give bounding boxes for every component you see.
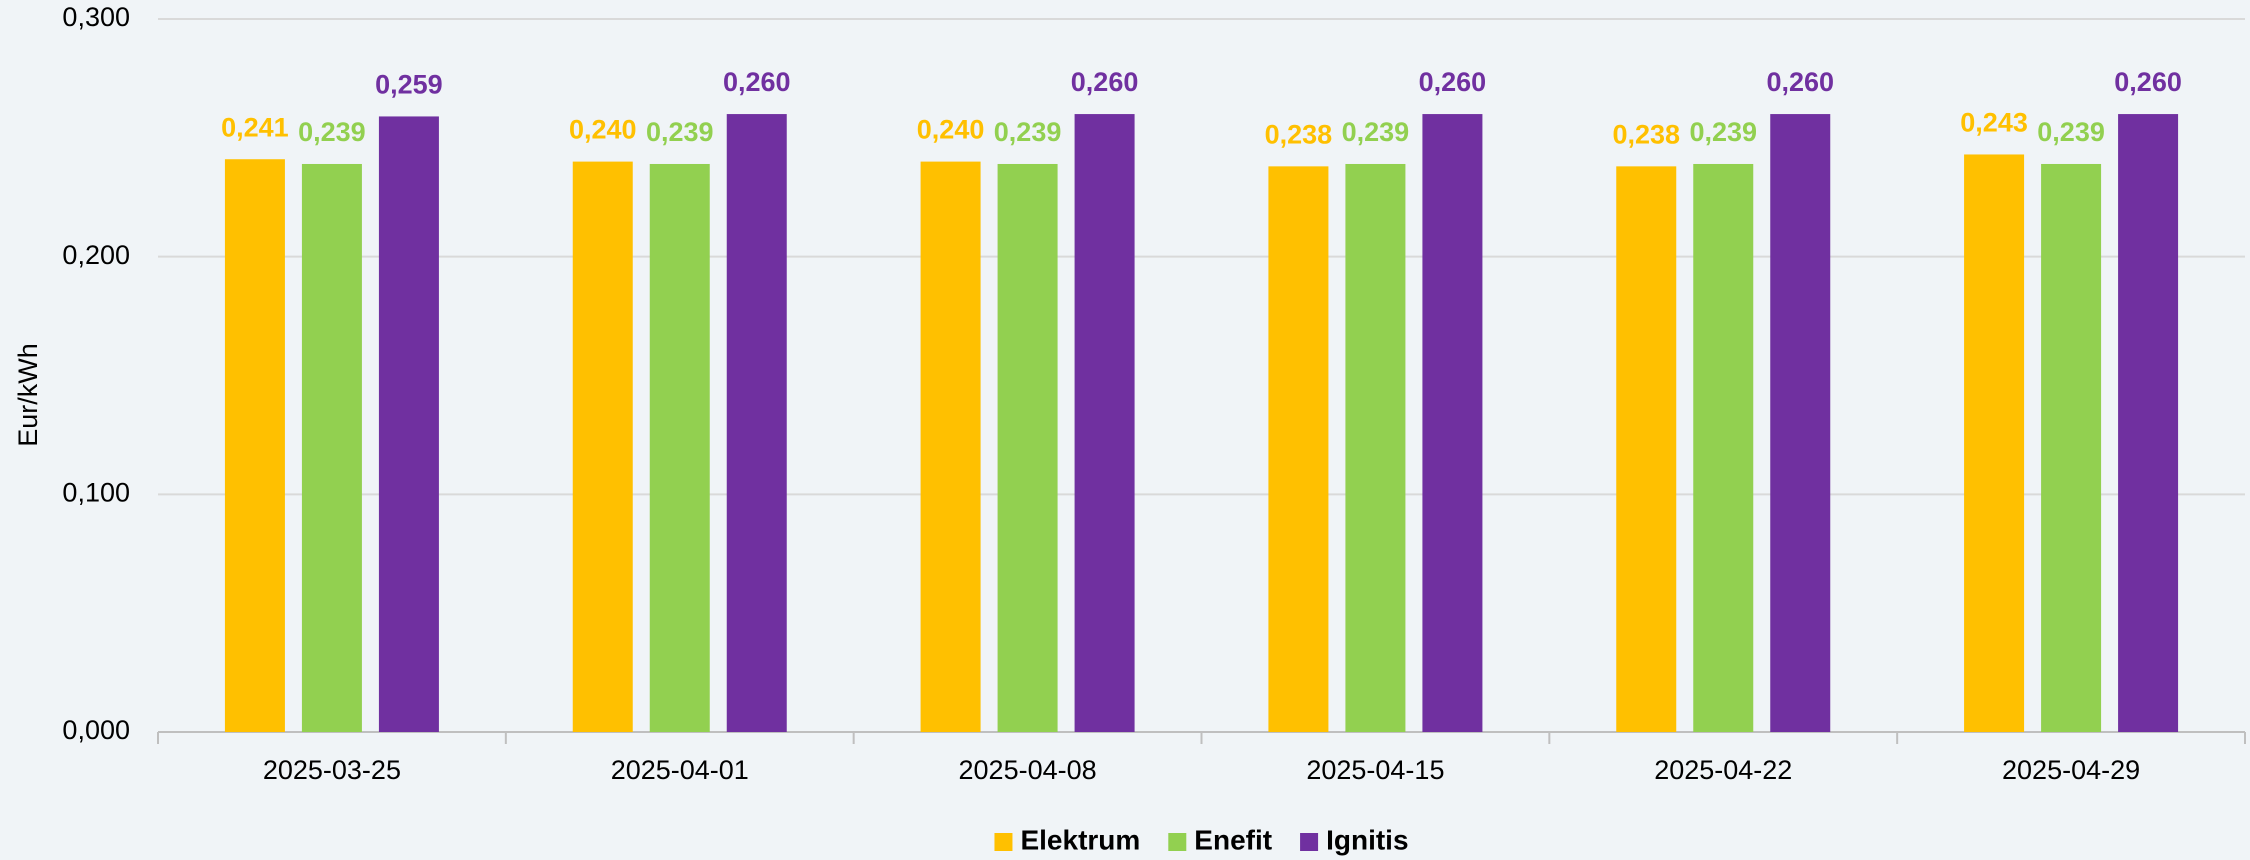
- x-tick-label: 2025-04-01: [611, 755, 749, 785]
- value-label: 0,239: [994, 117, 1062, 147]
- value-label: 0,260: [1766, 67, 1834, 97]
- x-tick-label: 2025-03-25: [263, 755, 401, 785]
- value-label: 0,241: [221, 112, 289, 142]
- legend-swatch: [1168, 833, 1187, 851]
- value-label: 0,260: [723, 67, 791, 97]
- value-label: 0,240: [569, 115, 637, 145]
- bar: [1268, 166, 1329, 732]
- bar: [920, 161, 981, 733]
- bar: [2041, 163, 2102, 732]
- legend-label: Enefit: [1194, 824, 1272, 855]
- value-label: 0,239: [298, 117, 366, 147]
- value-label: 0,238: [1265, 119, 1333, 149]
- value-label: 0,260: [2114, 67, 2182, 97]
- y-tick-label: 0,200: [62, 240, 130, 270]
- bar: [224, 159, 285, 732]
- value-label: 0,238: [1612, 119, 1680, 149]
- bar: [2118, 114, 2179, 733]
- x-tick-label: 2025-04-08: [959, 755, 1097, 785]
- value-label: 0,239: [1342, 117, 1410, 147]
- bar: [726, 114, 787, 733]
- bar: [1074, 114, 1135, 733]
- y-axis-label: Eur/kWh: [13, 343, 43, 447]
- x-tick-label: 2025-04-15: [1306, 755, 1444, 785]
- y-tick-label: 0,300: [62, 2, 130, 32]
- value-label: 0,260: [1071, 67, 1139, 97]
- value-label: 0,240: [917, 115, 985, 145]
- x-tick-label: 2025-04-22: [1654, 755, 1792, 785]
- bar: [1345, 163, 1406, 732]
- bar: [1770, 114, 1831, 733]
- value-label: 0,239: [1689, 117, 1757, 147]
- value-label: 0,243: [1960, 108, 2028, 138]
- bar: [301, 163, 362, 732]
- bar: [997, 163, 1058, 732]
- legend-label: Elektrum: [1020, 824, 1140, 855]
- bar: [1693, 163, 1754, 732]
- value-label: 0,259: [375, 70, 443, 100]
- bar: [378, 116, 439, 732]
- bar: [1422, 114, 1483, 733]
- bar: [1964, 154, 2025, 733]
- legend-swatch: [1300, 833, 1319, 851]
- legend-label: Ignitis: [1326, 824, 1408, 855]
- value-label: 0,239: [646, 117, 714, 147]
- bar: [649, 163, 710, 732]
- y-tick-label: 0,100: [62, 477, 130, 507]
- legend-swatch: [994, 833, 1013, 851]
- x-tick-label: 2025-04-29: [2002, 755, 2140, 785]
- y-tick-label: 0,000: [62, 715, 130, 745]
- bar: [572, 161, 633, 733]
- value-label: 0,260: [1419, 67, 1487, 97]
- bar: [1616, 166, 1677, 732]
- value-label: 0,239: [2037, 117, 2105, 147]
